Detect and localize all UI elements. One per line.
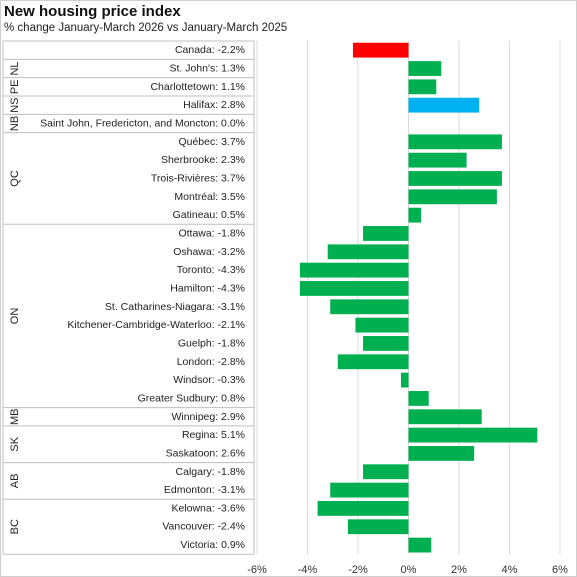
category-label: Halifax: 2.8% xyxy=(183,99,245,111)
bar xyxy=(299,262,409,278)
bar xyxy=(408,134,502,150)
category-label: Saskatoon: 2.6% xyxy=(166,447,245,459)
bar xyxy=(400,372,409,388)
bar xyxy=(408,171,502,186)
province-label: NS xyxy=(9,98,21,113)
bar xyxy=(330,299,409,315)
bar xyxy=(408,79,437,95)
province-label: AB xyxy=(9,474,21,489)
category-label: London: -2.8% xyxy=(177,356,245,368)
bar xyxy=(363,464,409,480)
bar xyxy=(408,189,497,205)
category-label: Victoria: 0.9% xyxy=(180,539,245,551)
province-label: ON xyxy=(9,308,21,325)
category-label: Montréal: 3.5% xyxy=(174,191,245,203)
province-label: SK xyxy=(9,436,21,451)
province-label: PE xyxy=(9,79,21,94)
category-label: Vancouver: -2.4% xyxy=(162,521,245,533)
category-label: Hamilton: -4.3% xyxy=(170,282,245,294)
bar xyxy=(327,244,409,260)
chart-subtitle: % change January-March 2026 vs January-M… xyxy=(4,22,288,34)
category-label: Guelph: -1.8% xyxy=(178,337,245,349)
bar xyxy=(408,427,538,443)
bar xyxy=(330,482,409,498)
bar xyxy=(363,226,409,241)
bar xyxy=(352,42,409,58)
province-label: NL xyxy=(9,61,21,75)
category-label: Saint John, Fredericton, and Moncton: 0.… xyxy=(40,117,245,129)
bar xyxy=(408,391,429,406)
category-label: Edmonton: -3.1% xyxy=(164,484,245,496)
bar xyxy=(408,97,480,113)
category-label: Toronto: -4.3% xyxy=(177,264,245,276)
province-label: NB xyxy=(9,116,21,131)
category-label: Greater Sudbury: 0.8% xyxy=(138,392,245,404)
x-tick-label: 2% xyxy=(451,564,467,576)
province-label: BC xyxy=(9,519,21,534)
category-label: Regina: 5.1% xyxy=(182,429,245,441)
bar xyxy=(363,336,409,351)
bar xyxy=(408,152,467,168)
x-tick-label: -4% xyxy=(298,564,318,576)
x-tick-label: 0% xyxy=(401,564,417,576)
category-label: Winnipeg: 2.9% xyxy=(171,411,245,423)
bar xyxy=(347,519,409,535)
category-label: Windsor: -0.3% xyxy=(173,374,245,386)
category-label: Sherbrooke: 2.3% xyxy=(161,154,245,166)
category-label: Québec: 3.7% xyxy=(178,136,245,148)
category-label: Oshawa: -3.2% xyxy=(173,246,245,258)
category-label: Ottawa: -1.8% xyxy=(178,227,245,239)
category-label: Trois-Rivières: 3.7% xyxy=(151,172,245,184)
category-label: Charlottetown: 1.1% xyxy=(150,81,245,93)
category-label: Kitchener-Cambridge-Waterloo: -2.1% xyxy=(67,319,245,331)
category-label: St. John's: 1.3% xyxy=(169,62,245,74)
category-label: Kelowna: -3.6% xyxy=(171,502,245,514)
province-label: MB xyxy=(9,409,21,426)
x-tick-label: -6% xyxy=(247,564,267,576)
x-tick-label: 4% xyxy=(502,564,518,576)
bar xyxy=(355,317,409,333)
category-label: St. Catharines-Niagara: -3.1% xyxy=(105,301,245,313)
province-label: QC xyxy=(9,170,21,187)
bar xyxy=(408,409,482,425)
bar xyxy=(408,446,475,461)
x-tick-label: 6% xyxy=(552,564,568,576)
bar xyxy=(337,354,409,370)
category-label: Gatineau: 0.5% xyxy=(173,209,245,221)
category-label: Calgary: -1.8% xyxy=(176,466,245,478)
category-label: Canada: -2.2% xyxy=(175,44,245,56)
x-tick-label: -2% xyxy=(348,564,368,576)
bar xyxy=(408,61,442,76)
bar xyxy=(408,207,422,223)
chart-title: New housing price index xyxy=(4,3,181,20)
bar xyxy=(317,501,409,516)
bar xyxy=(408,537,432,553)
bar xyxy=(299,281,409,296)
